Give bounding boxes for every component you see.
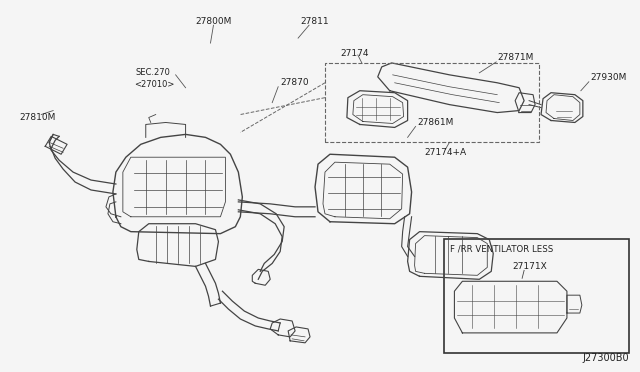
Text: 27800M: 27800M xyxy=(196,17,232,26)
Text: 27174: 27174 xyxy=(340,48,369,58)
Text: 27174+A: 27174+A xyxy=(424,148,467,157)
Text: 27871M: 27871M xyxy=(497,54,534,62)
Text: 27811: 27811 xyxy=(300,17,329,26)
Text: 27861M: 27861M xyxy=(417,118,454,127)
Text: 27810M: 27810M xyxy=(19,113,56,122)
Text: 27870: 27870 xyxy=(280,78,308,87)
Text: F /RR VENTILATOR LESS: F /RR VENTILATOR LESS xyxy=(451,244,554,254)
Text: 27930M: 27930M xyxy=(591,73,627,82)
Text: SEC.270: SEC.270 xyxy=(136,68,171,77)
Text: 27171X: 27171X xyxy=(512,262,547,272)
Text: J27300B0: J27300B0 xyxy=(582,353,628,363)
Text: <27010>: <27010> xyxy=(134,80,174,89)
